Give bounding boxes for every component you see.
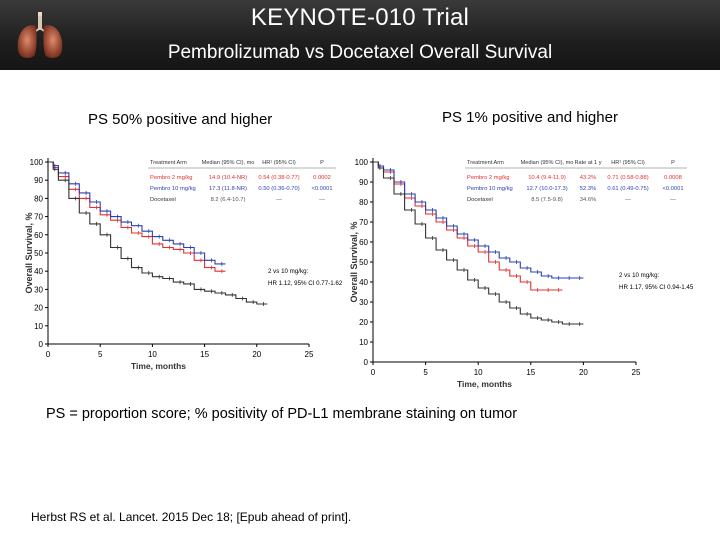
table-cell: 0.0008 [664, 175, 682, 181]
lungs-icon [17, 12, 63, 58]
table-cell: — [670, 197, 676, 203]
y-tick-label: 40 [34, 267, 43, 276]
y-tick-label: 80 [359, 198, 368, 207]
x-tick-label: 10 [148, 350, 157, 359]
x-tick-label: 20 [252, 350, 261, 359]
x-tick-label: 5 [98, 350, 103, 359]
table-cell: 0.71 (0.58-0.88) [607, 175, 648, 181]
y-tick-label: 0 [39, 340, 44, 349]
table-cell: Pembro 2 mg/kg [467, 175, 510, 181]
y-tick-label: 40 [359, 278, 368, 287]
table-cell: — [625, 197, 631, 203]
x-tick-label: 15 [200, 350, 209, 359]
hr-annotation: 2 vs 10 mg/kg: [268, 268, 309, 275]
x-tick-label: 20 [579, 368, 588, 377]
table-cell: 0.0002 [313, 175, 331, 181]
x-axis-title: Time, months [131, 361, 186, 371]
table-header: Treatment Arm [150, 160, 187, 166]
y-tick-label: 100 [30, 158, 44, 167]
x-tick-label: 0 [46, 350, 51, 359]
y-tick-label: 60 [359, 238, 368, 247]
y-tick-label: 30 [34, 285, 43, 294]
table-cell: — [276, 197, 282, 203]
km-line-pembro-2-mg-kg [48, 161, 226, 272]
y-tick-label: 50 [34, 249, 43, 258]
y-axis-title: Overall Survival, % [349, 221, 359, 302]
x-axis-title: Time, months [457, 379, 512, 389]
x-tick-label: 25 [305, 350, 314, 359]
y-tick-label: 90 [34, 176, 43, 185]
hr-annotation: HR 1.17, 95% CI 0.94-1.45 [619, 284, 694, 291]
table-header: Median (95% CI), mo [202, 160, 255, 166]
km-chart-ps1: 0 10 20 30 40 50 60 70 80 90 100 0 5 10 15 20 25 Time, mo… [349, 158, 694, 389]
hr-annotation: HR 1.12, 95% CI 0.77-1.62 [268, 280, 343, 287]
citation: Herbst RS et al. Lancet. 2015 Dec 18; [E… [31, 510, 352, 524]
table-cell: 0.61 (0.49-0.75) [607, 186, 648, 192]
table-cell: 52.3% [580, 186, 596, 192]
km-chart-ps50: 0 10 20 30 40 50 60 70 80 90 100 0 5 10 15 20 25 Time, mo… [24, 158, 343, 371]
page-subtitle: Pembrolizumab vs Docetaxel Overall Survi… [167, 42, 553, 63]
hr-annotation: 2 vs 10 mg/kg: [619, 272, 660, 279]
table-cell: 0.54 (0.38-0.77) [258, 175, 299, 181]
table-cell: Pembro 2 mg/kg [150, 175, 193, 181]
y-tick-label: 90 [359, 178, 368, 187]
y-tick-label: 100 [355, 158, 369, 167]
panel-label-ps1: PS 1% positive and higher [442, 109, 618, 126]
y-tick-label: 70 [359, 218, 368, 227]
km-line-pembro-10-mg-kg [373, 161, 584, 279]
km-line-docetaxel [48, 161, 268, 305]
panel-label-ps50: PS 50% positive and higher [88, 111, 273, 128]
table-cell: 8.5 (7.5-9.8) [531, 197, 563, 203]
table-cell: 8.2 (6.4-10.7) [211, 197, 246, 203]
table-cell: Docetaxel [150, 197, 176, 203]
table-cell: Pembro 10 mg/kg [150, 186, 196, 192]
y-tick-label: 50 [359, 258, 368, 267]
y-tick-label: 20 [359, 318, 368, 327]
y-tick-label: 80 [34, 194, 43, 203]
y-tick-label: 60 [34, 231, 43, 240]
table-cell: <0.0001 [311, 186, 332, 192]
table-header: P [320, 160, 324, 166]
table-header: Median (95% CI), mo [521, 160, 574, 166]
table-cell: Pembro 10 mg/kg [467, 186, 513, 192]
y-tick-label: 10 [34, 322, 43, 331]
x-tick-label: 25 [632, 368, 641, 377]
y-tick-label: 0 [364, 358, 369, 367]
table-header: Rate at 1 y [574, 160, 601, 166]
table-header: HR¹ (95% CI) [262, 160, 296, 166]
table-cell: 10.4 (9.4-11.9) [528, 175, 566, 181]
y-axis-title: Overall Survival, % [24, 212, 34, 293]
y-tick-label: 20 [34, 304, 43, 313]
x-tick-label: 0 [371, 368, 376, 377]
table-cell: Docetaxel [467, 197, 493, 203]
km-line-pembro-10-mg-kg [48, 161, 226, 265]
table-cell: 34.6% [580, 197, 596, 203]
table-cell: 0.50 (0.36-0.70) [258, 186, 299, 192]
table-cell: 43.2% [580, 175, 596, 181]
table-cell: 17.3 (11.8-NR) [209, 186, 247, 192]
x-tick-label: 10 [474, 368, 483, 377]
footnote-ps-definition: PS = proportion score; % positivity of P… [46, 406, 518, 422]
x-tick-label: 15 [526, 368, 535, 377]
table-header: Treatment Arm [467, 160, 504, 166]
header-banner: KEYNOTE-010 Trial Pembrolizumab vs Docet… [0, 0, 720, 70]
table-cell: — [319, 197, 325, 203]
page-title: KEYNOTE-010 Trial [250, 4, 470, 31]
x-tick-label: 5 [423, 368, 428, 377]
table-cell: 14.9 (10.4-NR) [209, 175, 247, 181]
table-header: P [671, 160, 675, 166]
table-header: HR¹ (95% CI) [611, 160, 645, 166]
y-tick-label: 70 [34, 213, 43, 222]
y-tick-label: 10 [359, 338, 368, 347]
table-cell: <0.0001 [662, 186, 683, 192]
y-tick-label: 30 [359, 298, 368, 307]
table-cell: 12.7 (10.0-17.3) [526, 186, 567, 192]
